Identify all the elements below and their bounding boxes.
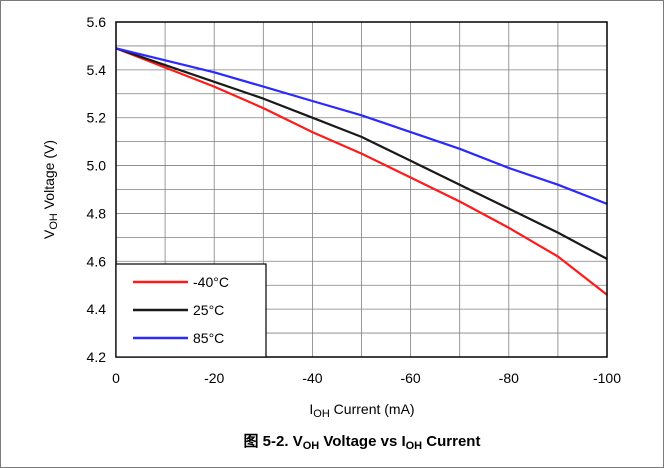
y-tick-labels: 4.2 4.4 4.6 4.8 5.0 5.2 5.4 5.6 [87,14,107,365]
y-axis-label-sub: OH [48,213,60,230]
x-tick-label: -100 [593,370,621,386]
caption-middle: Voltage vs I [319,433,405,450]
x-tick-label: -60 [400,370,420,386]
caption-sub2: OH [406,440,423,452]
figure-caption: 图 5-2. VOH Voltage vs IOH Current [244,433,481,452]
legend: -40°C 25°C 85°C [115,263,267,358]
y-axis-label-rest: Voltage (V) [41,140,57,213]
x-tick-label: -20 [204,370,224,386]
series-line-1 [115,47,608,296]
x-axis-label-main: I [309,401,313,417]
legend-label: 85°C [193,330,224,346]
x-axis-label-sub: OH [313,408,330,420]
x-tick-label: -80 [499,370,519,386]
y-axis-label: VOH Voltage (V) [41,140,60,239]
x-axis-label: IOH Current (mA) [309,401,414,420]
x-tick-labels: 0 -20 -40 -60 -80 -100 [112,370,621,386]
y-tick-label: 4.2 [87,349,107,365]
y-tick-label: 4.6 [87,253,107,269]
series-line-3 [115,47,608,205]
y-tick-label: 5.0 [87,158,107,174]
caption-prefix: 图 5-2. V [244,433,303,450]
legend-label: -40°C [193,274,229,290]
legend-label: 25°C [193,302,224,318]
y-tick-label: 5.6 [87,14,107,30]
y-axis-label-main: V [41,229,57,239]
y-tick-label: 4.8 [87,205,107,221]
legend-items: -40°C 25°C 85°C [133,274,229,346]
x-tick-label: -40 [302,370,322,386]
series-lines [115,47,608,296]
x-tick-label: 0 [112,370,120,386]
plot-area-border [115,21,608,358]
x-axis-label-rest: Current (mA) [330,401,415,417]
caption-suffix: Current [422,433,480,450]
y-tick-label: 5.2 [87,110,107,126]
y-tick-label: 5.4 [87,62,107,78]
y-tick-label: 4.4 [87,301,107,317]
caption-sub1: OH [303,440,320,452]
series-line-2 [115,47,608,260]
